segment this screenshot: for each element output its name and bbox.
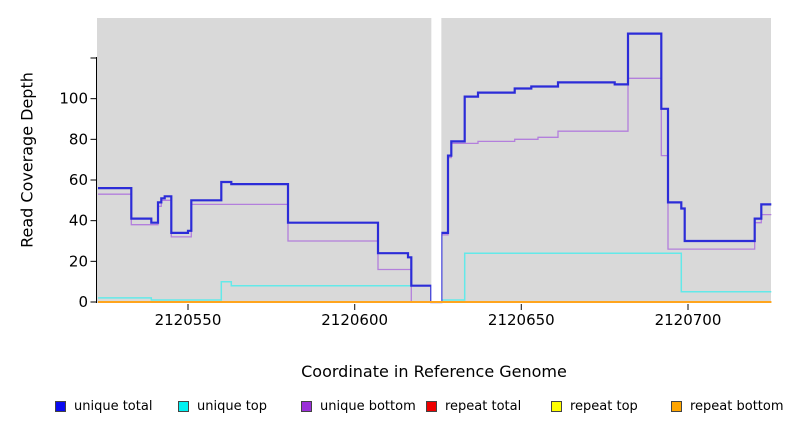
x-tick-label: 2120700 <box>655 311 722 329</box>
y-tick-label: 100 <box>59 90 88 108</box>
y-tick-label: 0 <box>78 293 88 311</box>
y-tick-label: 60 <box>69 171 88 189</box>
y-axis-label: Read Coverage Depth <box>17 72 37 248</box>
y-tick-label: 80 <box>69 130 88 148</box>
y-tick-label: 20 <box>69 252 88 270</box>
y-tick-label: 40 <box>69 212 88 230</box>
x-tick-label: 2120600 <box>321 311 388 329</box>
x-axis-label: Coordinate in Reference Genome <box>301 362 567 381</box>
x-tick-label: 2120650 <box>488 311 555 329</box>
series-line-unique-bottom <box>98 77 772 303</box>
no-data-gap-band <box>431 18 442 302</box>
x-tick-label: 2120550 <box>155 311 222 329</box>
